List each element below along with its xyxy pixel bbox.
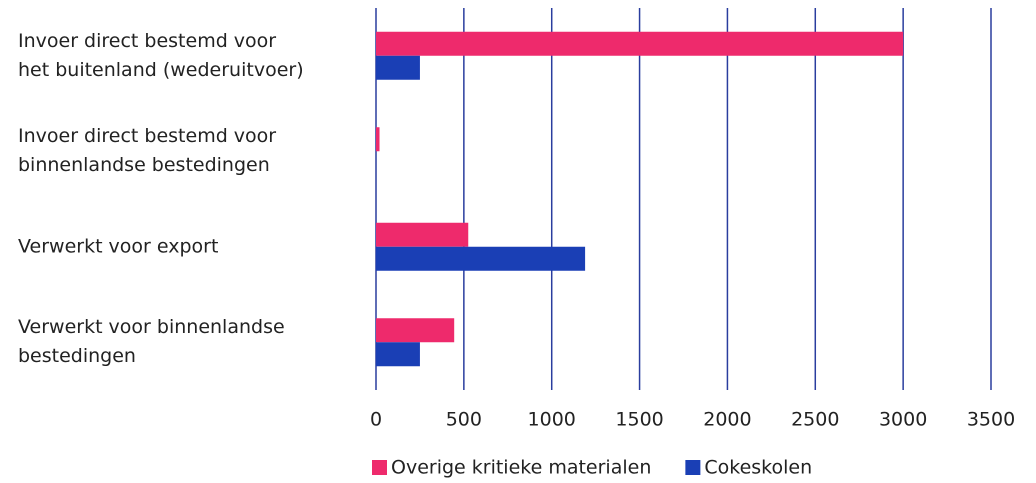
legend-swatch — [685, 460, 701, 475]
y-tick-label: Verwerkt voor export — [18, 235, 219, 258]
legend-label: Cokeskolen — [704, 457, 812, 479]
bar — [376, 246, 586, 271]
bar — [376, 127, 380, 152]
bar — [376, 31, 904, 56]
x-tick-label: 0 — [370, 409, 382, 431]
bar — [376, 342, 420, 367]
bar — [376, 318, 455, 343]
legend-swatch — [372, 460, 387, 475]
x-tick-label: 2000 — [703, 409, 751, 431]
x-tick-label: 3000 — [879, 409, 927, 431]
bar — [376, 55, 420, 80]
y-tick-label: Invoer direct bestemd voor binnenlandse … — [18, 125, 277, 177]
x-tick-label: 1500 — [615, 409, 663, 431]
x-tick-label: 3500 — [967, 409, 1015, 431]
bar — [376, 222, 469, 247]
legend-label: Overige kritieke materialen — [391, 457, 651, 479]
x-tick-label: 2500 — [791, 409, 839, 431]
y-tick-label: Verwerkt voor binnenlandse bestedingen — [18, 316, 285, 368]
x-tick-label: 1000 — [528, 409, 576, 431]
y-tick-label: Invoer direct bestemd voor het buitenlan… — [18, 29, 304, 81]
x-tick-label: 500 — [446, 409, 482, 431]
